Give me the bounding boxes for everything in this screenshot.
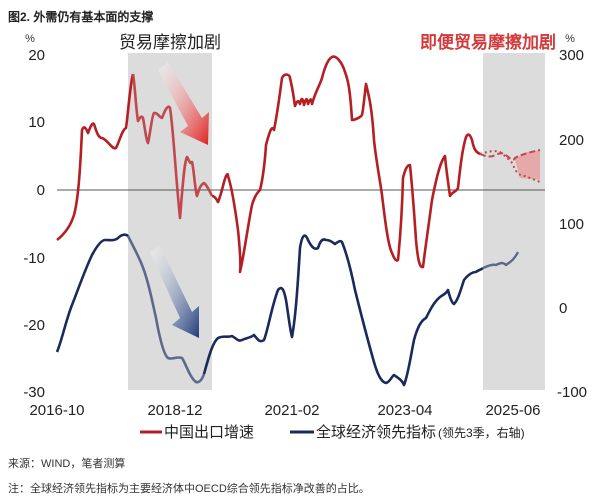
left-tick: 20 — [28, 47, 45, 64]
left-axis-unit: % — [25, 33, 35, 45]
x-tick: 2025-06 — [485, 402, 540, 419]
left-tick: -10 — [23, 250, 45, 267]
shade-trade-friction-2018 — [128, 53, 212, 390]
series-global-leading-indicator — [55, 233, 129, 353]
left-tick: 10 — [28, 114, 45, 131]
forecast-band — [515, 150, 540, 180]
x-tick: 2021-02 — [264, 402, 319, 419]
left-tick: -20 — [23, 317, 45, 334]
left-tick: 0 — [37, 182, 45, 199]
right-tick: 0 — [559, 300, 567, 317]
figure-title: 图2. 外需仍有基本面的支撑 — [8, 10, 154, 24]
left-tick: -30 — [23, 384, 45, 401]
series-china-export-growth-shaded — [131, 73, 214, 220]
series-global-leading-indicator-shaded — [126, 235, 206, 384]
right-tick: 300 — [559, 47, 584, 64]
chart-canvas: % 20 10 0 -10 -20 -30 % 300 200 100 0 -1… — [23, 32, 587, 441]
forecast-upper-dashed — [479, 149, 541, 161]
series-global-leading-indicator-recent — [482, 251, 520, 270]
series-global-leading-indicator-cont — [202, 234, 484, 387]
right-tick: -100 — [557, 384, 587, 401]
series-china-export-growth-cont — [211, 55, 481, 274]
annotation-trade-friction: 贸易摩擦加剧 — [119, 33, 221, 52]
source-text: 来源：WIND，笔者测算 — [8, 458, 126, 470]
legend-label-export: 中国出口增速 — [164, 424, 254, 441]
x-tick: 2016-10 — [29, 402, 84, 419]
x-tick: 2023-04 — [377, 402, 432, 419]
x-tick: 2018-12 — [147, 402, 202, 419]
right-axis-unit: % — [565, 33, 575, 45]
legend-label-leading-note: (领先3季，右轴) — [438, 425, 525, 440]
right-tick: 100 — [559, 216, 584, 233]
legend-label-leading: 全球经济领先指标 — [316, 423, 436, 441]
forecast-lower-dotted — [479, 150, 541, 183]
note-text: 注：全球经济领先指标为主要经济体中OECD综合领先指标净改善的占比。 — [8, 483, 370, 495]
right-tick: 200 — [559, 132, 584, 149]
down-arrow-blue-icon — [150, 246, 199, 338]
down-arrow-red-icon — [158, 62, 209, 145]
shade-trade-friction-2025 — [483, 53, 545, 390]
series-china-export-growth — [56, 73, 135, 242]
annotation-even-trade-friction: 即便贸易摩擦加剧 — [420, 32, 556, 52]
